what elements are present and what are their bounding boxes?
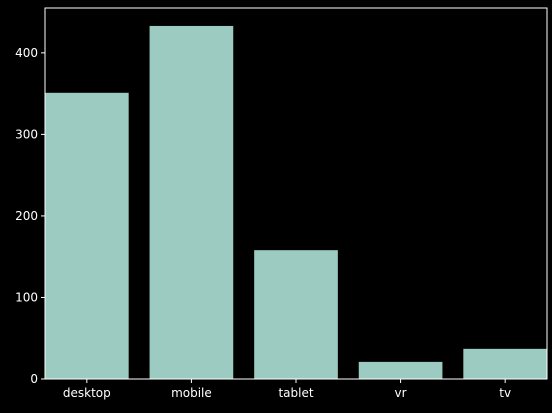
y-tick-label: 400 xyxy=(15,46,38,60)
y-tick-label: 100 xyxy=(15,290,38,304)
x-tick-label: mobile xyxy=(171,386,212,400)
x-tick-label: desktop xyxy=(63,386,111,400)
x-ticks-group: desktop mobile tablet vr tv xyxy=(63,379,511,400)
y-tick-label: 200 xyxy=(15,209,38,223)
bars-group xyxy=(45,25,547,380)
y-tick-label: 300 xyxy=(15,127,38,141)
y-tick-label: 0 xyxy=(30,372,38,386)
y-ticks-group: 0 100 200 300 400 xyxy=(15,46,45,386)
x-tick-label: tv xyxy=(499,386,511,400)
bar-vr xyxy=(358,361,443,379)
x-tick-label: tablet xyxy=(278,386,313,400)
bar-tv xyxy=(463,348,547,379)
x-tick-label: vr xyxy=(395,386,407,400)
bar-tablet xyxy=(254,250,338,379)
bar-desktop xyxy=(45,92,129,380)
bar-mobile xyxy=(149,25,234,379)
